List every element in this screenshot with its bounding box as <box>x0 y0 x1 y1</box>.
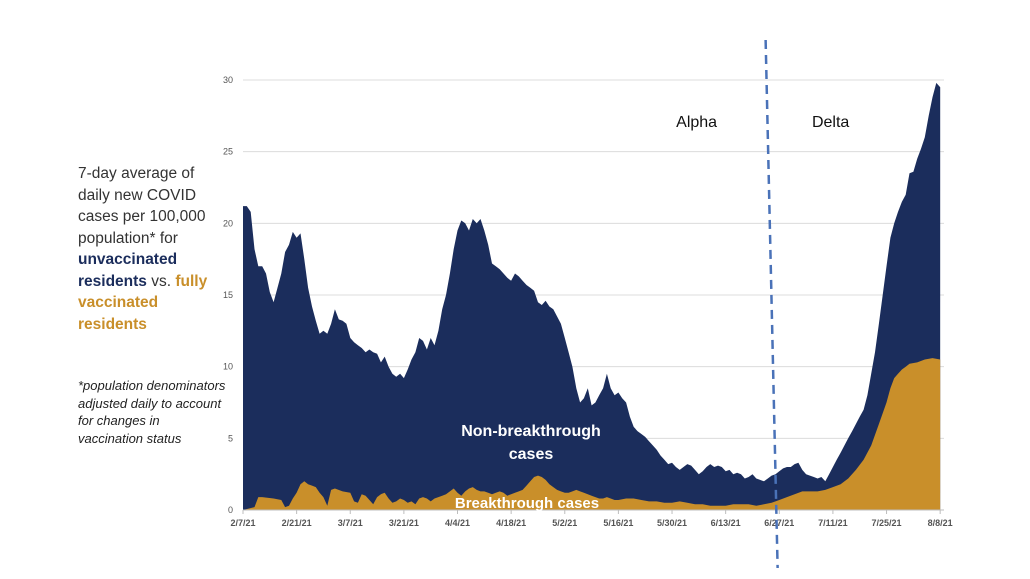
x-tick-label: 7/11/21 <box>818 518 848 528</box>
chart-labels: Alpha Delta Non-breakthrough cases Breakthro… <box>455 39 849 569</box>
x-tick-label: 3/21/21 <box>389 518 419 528</box>
y-tick-label: 15 <box>223 290 233 300</box>
delta-period-label: Delta <box>812 114 849 131</box>
axes: 0 5 10 15 20 25 30 2/7/21 2/21/21 3/7/21 3/21/21 4/… <box>223 75 953 528</box>
x-tick-label: 2/21/21 <box>282 518 312 528</box>
x-tick-label: 5/2/21 <box>552 518 577 528</box>
y-tick-label: 20 <box>223 218 233 228</box>
description-intro: 7-day average of daily new COVID cases p… <box>78 165 206 247</box>
alpha-delta-divider <box>764 39 779 569</box>
x-tick-label: 5/30/21 <box>657 518 687 528</box>
unvaccinated-residents-label: unvaccinated residents <box>78 251 178 290</box>
y-tick-label: 25 <box>223 147 233 157</box>
y-tick-label: 0 <box>228 505 233 515</box>
x-tick-label: 4/4/21 <box>445 518 470 528</box>
population-footnote: *population denominators adjusted daily … <box>78 378 226 446</box>
x-tick-label: 4/18/21 <box>496 518 526 528</box>
x-tick-label: 3/7/21 <box>338 518 363 528</box>
y-tick-label: 30 <box>223 75 233 85</box>
breakthrough-label: Breakthrough cases <box>455 495 599 512</box>
fully-vaccinated-residents-label: fully vaccinated residents <box>78 272 208 333</box>
x-tick-label: 6/27/21 <box>764 518 794 528</box>
non-breakthrough-area <box>243 82 941 511</box>
alpha-period-label: Alpha <box>676 114 717 131</box>
x-tick-label: 2/7/21 <box>230 518 255 528</box>
y-tick-label: 5 <box>228 433 233 443</box>
y-tick-label: 10 <box>223 362 233 372</box>
area-layer <box>243 82 941 511</box>
non-breakthrough-label: Non-breakthrough <box>461 423 601 440</box>
x-tick-label: 8/8/21 <box>928 518 953 528</box>
chart-description: 7-day average of daily new COVID cases p… <box>78 163 228 335</box>
x-tick-label: 7/25/21 <box>872 518 902 528</box>
x-tick-label: 6/13/21 <box>711 518 741 528</box>
x-tick-label: 5/16/21 <box>603 518 633 528</box>
non-breakthrough-label-line2: cases <box>509 446 554 463</box>
description-vs: vs. <box>146 272 176 290</box>
breakthrough-area <box>243 358 941 510</box>
